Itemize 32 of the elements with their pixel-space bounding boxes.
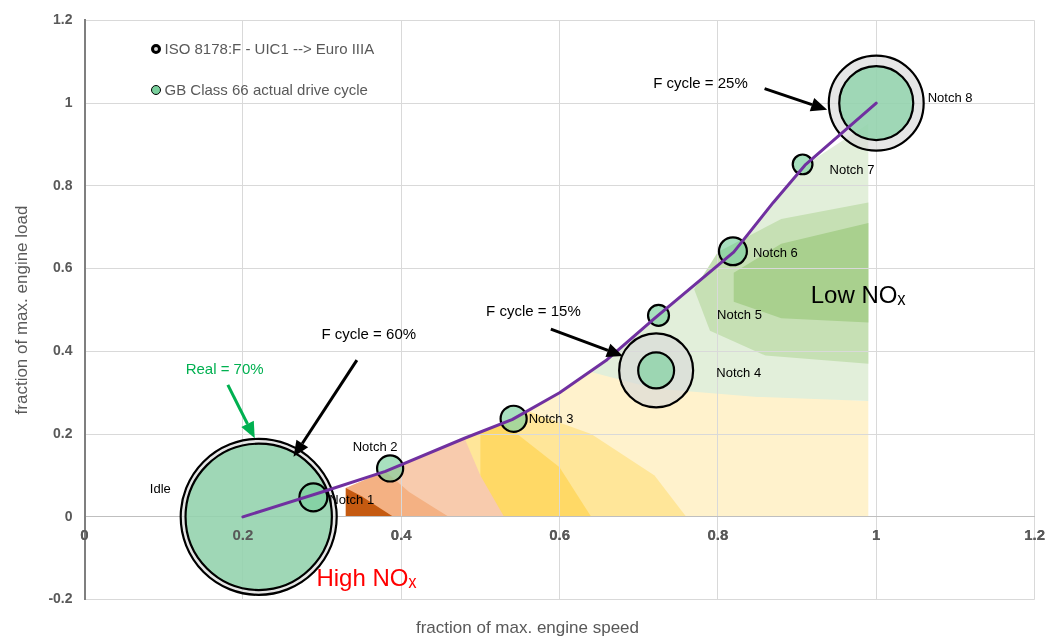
y-tick-label: 0.2 — [53, 424, 73, 441]
x-axis-title: fraction of max. engine speed — [415, 618, 640, 638]
x-tick-label: 0.6 — [549, 526, 570, 543]
annotation: Low NOₓ — [810, 280, 906, 308]
y-tick-label: 0.4 — [53, 342, 73, 359]
y-tick-label: 0.8 — [53, 176, 73, 193]
annotation: High NOₓ — [316, 563, 417, 591]
annotation: Real = 70% — [185, 359, 264, 377]
y-tick-label: 0.6 — [53, 259, 73, 276]
annotation: Notch 3 — [528, 411, 574, 427]
annotation: F cycle = 15% — [486, 301, 581, 319]
y-tick-label: -0.2 — [48, 590, 73, 607]
legend-label: ISO 8178:F - UIC1 --> Euro IIIA — [164, 40, 375, 58]
legend-label: GB Class 66 actual drive cycle — [164, 81, 368, 99]
y-tick-label: 0 — [64, 507, 73, 524]
annotation: Notch 2 — [352, 439, 398, 455]
annotation: Notch 4 — [716, 364, 762, 380]
annotation: F cycle = 25% — [653, 73, 748, 91]
x-tick-label: 1.2 — [1024, 526, 1045, 543]
annotation: F cycle = 60% — [321, 324, 417, 342]
annotation: Notch 5 — [717, 306, 762, 322]
x-tick-label: 0.4 — [390, 526, 413, 543]
y-tick-label: 1.2 — [53, 11, 73, 28]
annotation: Notch 6 — [752, 244, 798, 260]
x-tick-label: 1 — [872, 526, 881, 543]
y-tick-label: 1 — [64, 94, 73, 110]
x-tick-label: 0.8 — [707, 526, 729, 543]
annotation: Notch 7 — [829, 161, 875, 177]
y-axis-title: fraction of max. engine load — [11, 205, 31, 415]
x-tick-label: 0.2 — [232, 526, 254, 543]
annotation: Idle — [149, 481, 171, 497]
annotation: Notch 8 — [927, 89, 973, 105]
